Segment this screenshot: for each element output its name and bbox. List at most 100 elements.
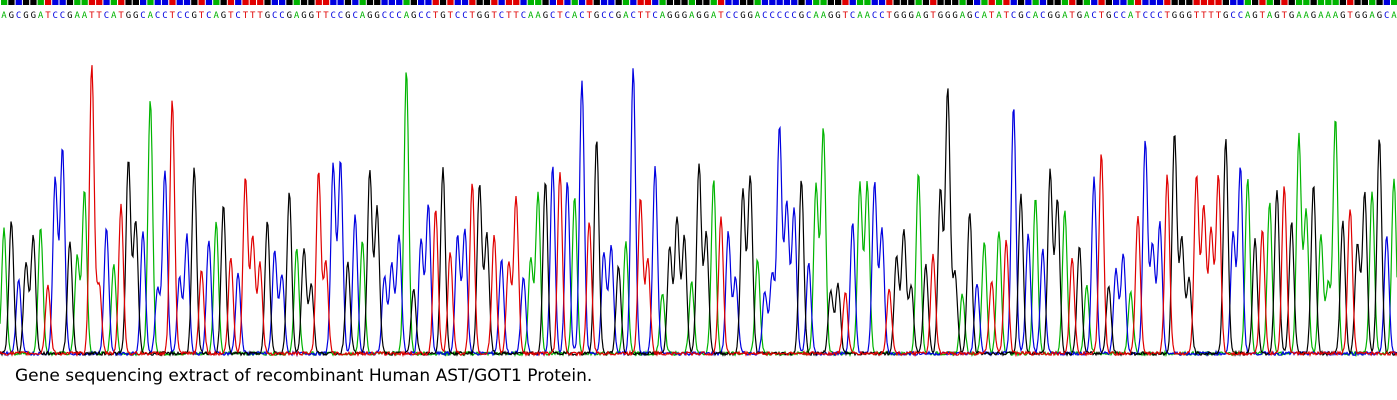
base-bar-cell [1347,0,1354,5]
base-bar-cell [1149,0,1156,5]
base-bar-cell [59,0,66,5]
base-call-letter: C [1157,11,1162,21]
base-bar-cell [571,0,578,5]
base-call-letter: G [835,11,840,21]
base-call-letter: C [777,11,782,21]
base-call-letter: C [499,11,504,21]
base-bar-cell [1244,0,1251,5]
base-bar-cell [769,0,776,5]
base-call-letter: C [608,11,613,21]
base-call-letter: T [1194,11,1200,21]
base-call-letter: G [1047,11,1052,21]
base-call-letter: T [1069,11,1075,21]
base-call-letter: G [287,11,292,21]
base-bar-cell [974,0,981,5]
base-bar-cell [1091,0,1098,5]
base-call-letter: G [1186,11,1191,21]
base-bar-cell [1281,0,1288,5]
base-call-letter: C [462,11,467,21]
base-call-letter: G [374,11,379,21]
figure-caption: Gene sequencing extract of recombinant H… [15,366,593,386]
base-bar-cell [1303,0,1310,5]
base-call-letter: C [16,11,21,21]
base-call-letter: C [579,11,584,21]
base-call-letter: A [1128,11,1134,21]
base-call-letter: G [908,11,913,21]
base-call-letter: G [1274,11,1279,21]
base-call-letter: G [345,11,350,21]
base-bar-cell [1,0,8,5]
base-call-letter: T [513,11,519,21]
base-call-letter: A [572,11,578,21]
base-call-letter: A [996,11,1002,21]
base-call-letter: A [360,11,366,21]
base-bar-cell [242,0,249,5]
base-call-letter: A [960,11,966,21]
base-bar-cell [703,0,710,5]
base-call-letter: G [1223,11,1228,21]
base-bar-cell [1295,0,1303,5]
base-bar-cell [608,0,615,5]
base-bar-cell [22,0,30,5]
base-bar-cell [505,0,513,5]
base-bar-cell [564,0,571,5]
base-bar-cell [96,0,103,5]
base-bar-cell [154,0,161,5]
base-bar-cell [469,0,476,5]
base-call-letter: T [199,11,205,21]
base-bar-cell [213,0,220,5]
base-bar-cell [198,0,205,5]
base-bar-cell [637,0,644,5]
base-call-letter: C [155,11,160,21]
base-call-letter: G [265,11,270,21]
trace-t [0,65,1397,358]
base-bar-cell [681,0,688,5]
base-bar-cell [88,0,96,5]
base-bar-cell [908,0,915,5]
base-call-letter: G [923,11,928,21]
base-call-letter: G [1289,11,1294,21]
base-call-letter: A [1267,11,1273,21]
base-call-letter: G [133,11,138,21]
base-call-letter: C [791,11,796,21]
base-bar-cell [549,0,556,5]
base-call-letter: C [418,11,423,21]
base-call-letter: T [718,11,724,21]
base-bar-cell [717,0,725,5]
base-call-letter: C [455,11,460,21]
base-bar-cell [776,0,783,5]
base-call-letter: A [294,11,300,21]
base-call-letter: C [184,11,189,21]
base-bar-cell [140,0,147,5]
base-bar-cell [1047,0,1054,5]
base-bar-cell [322,0,330,5]
base-bar-cell [1339,0,1347,5]
base-call-letter: T [469,11,475,21]
base-call-letter: G [191,11,196,21]
base-bar-cell [1164,0,1171,5]
base-call-letter: T [930,11,936,21]
base-call-letter: G [31,11,36,21]
base-bar-cell [454,0,461,5]
base-bar-cell [388,0,395,5]
base-bar-cell [886,0,893,5]
base-call-letter: C [521,11,526,21]
base-bar-cell [1120,0,1127,5]
base-call-letter: G [23,11,28,21]
base-call-letter: C [726,11,731,21]
base-bar-cell [988,0,995,5]
base-bar-cell [674,0,681,5]
base-bar-cell [103,0,110,5]
base-call-letter: A [813,11,819,21]
base-bar-cell [491,0,498,5]
base-bar-cell [1361,0,1368,5]
base-bar-cell [937,0,944,5]
base-call-letter: C [762,11,767,21]
base-bar-cell [227,0,235,5]
base-bar-cell [1069,0,1076,5]
base-call-letter: T [587,11,593,21]
base-bar-cell [1288,0,1295,5]
base-bar-cell [1215,0,1222,5]
base-bar-cell [308,0,315,5]
